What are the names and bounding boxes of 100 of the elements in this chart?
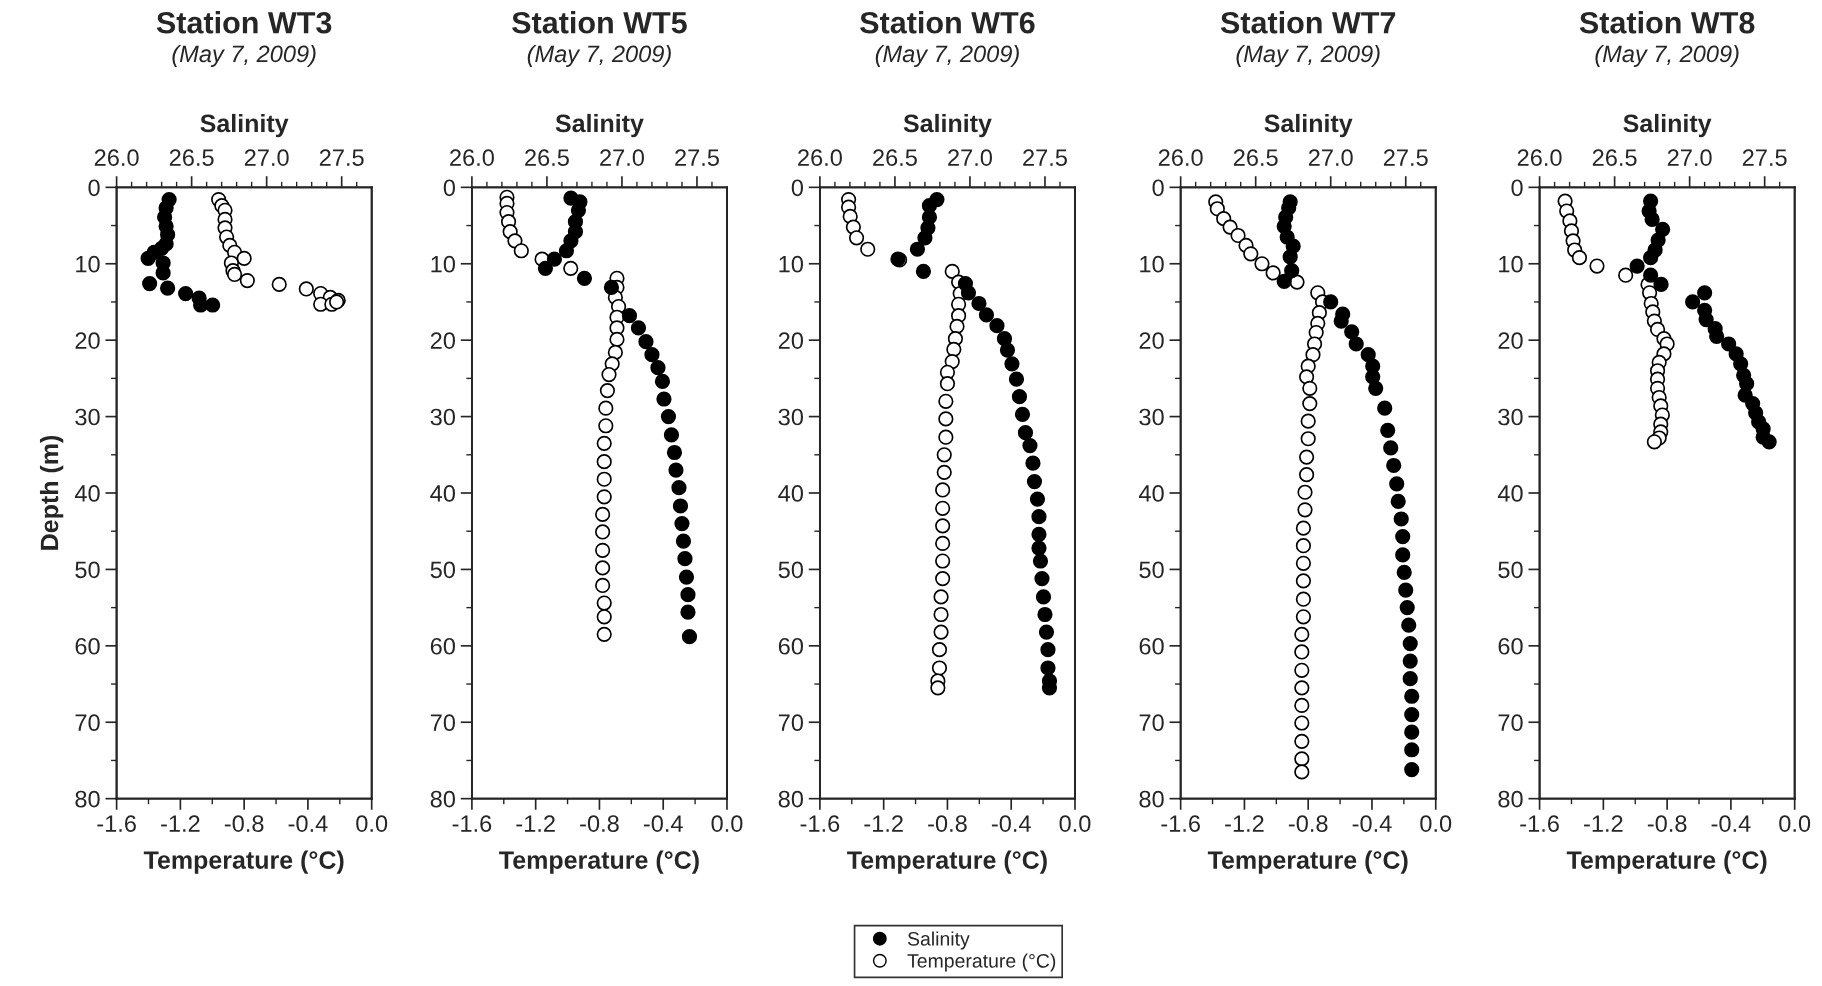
y-tick-label: 10 <box>1499 255 1523 273</box>
y-tick-label: 70 <box>1139 714 1164 732</box>
x-tick-label: 0.0 <box>1779 815 1811 832</box>
y-tick-label: 20 <box>430 332 455 349</box>
x2-tick-label: 26.5 <box>525 149 569 167</box>
y-tick-label: 10 <box>431 255 455 273</box>
y-tick-label: 20 <box>778 332 804 349</box>
y-tick-label: 30 <box>1139 408 1164 426</box>
x2-tick-label: 27.5 <box>1023 149 1067 167</box>
x2-tick-label: 26.5 <box>873 149 917 167</box>
chart-title: Station WT3 <box>156 11 332 34</box>
x2-tick-label: 26.0 <box>450 149 494 167</box>
y-tick-label: 50 <box>778 561 804 579</box>
y-tick-label: 80 <box>430 790 455 808</box>
x2-axis-title: Salinity <box>1264 113 1353 138</box>
x-tick-label: -1.2 <box>1584 815 1623 832</box>
y-tick-label: 60 <box>778 637 804 655</box>
y-tick-label: 50 <box>75 561 100 579</box>
y-tick-label: 50 <box>430 561 455 579</box>
y-tick-label: 70 <box>75 714 100 732</box>
y-tick-label: 50 <box>1498 561 1523 579</box>
x2-tick-label: 27.0 <box>1308 149 1353 167</box>
x-tick-label: 0.0 <box>711 815 743 832</box>
x-tick-label: -0.8 <box>224 815 264 832</box>
y-tick-label: 60 <box>1498 637 1523 655</box>
x2-axis-title: Salinity <box>903 113 992 138</box>
x-tick-label: -0.4 <box>643 815 683 832</box>
y-tick-label: 80 <box>1139 790 1164 808</box>
y-tick-label: 60 <box>430 637 455 655</box>
x-axis-title: Temperature (°C) <box>499 850 699 874</box>
x-tick-label: -0.4 <box>1711 815 1751 832</box>
y-tick-label: 10 <box>779 255 804 273</box>
x-tick-label: -1.6 <box>452 815 492 832</box>
chart-title: Station WT6 <box>860 11 1035 34</box>
x-axis-title: Temperature (°C) <box>143 850 344 874</box>
x2-tick-label: 26.0 <box>798 149 842 167</box>
y-tick-label: 0 <box>791 179 804 197</box>
y-tick-label: 0 <box>1152 179 1164 197</box>
x-tick-label: -1.2 <box>1225 815 1264 832</box>
x-tick-label: -0.8 <box>928 815 967 832</box>
y-tick-label: 60 <box>75 637 100 655</box>
y-tick-label: 60 <box>1139 637 1164 655</box>
y-tick-label: 40 <box>1497 485 1523 502</box>
x2-axis-title: Salinity <box>200 113 289 138</box>
x-tick-label: -1.2 <box>161 815 200 832</box>
x2-axis-title: Salinity <box>1623 113 1712 138</box>
x-tick-label: -0.4 <box>288 815 328 832</box>
legend-label: Temperature (°C) <box>907 953 1056 972</box>
y-tick-label: 20 <box>1498 332 1523 349</box>
y-tick-label: 40 <box>74 485 100 502</box>
x-tick-label: 0.0 <box>356 815 388 832</box>
x-axis-title: Temperature (°C) <box>847 850 1047 874</box>
y-tick-label: 50 <box>1139 561 1164 579</box>
x-tick-label: -1.2 <box>864 815 903 832</box>
y-tick-label: 0 <box>1511 179 1523 197</box>
x2-tick-label: 27.0 <box>600 149 644 167</box>
x2-tick-label: 27.0 <box>1667 149 1712 167</box>
y-tick-label: 0 <box>443 179 455 197</box>
x-axis-title: Temperature (°C) <box>1207 850 1408 874</box>
x-tick-label: -1.6 <box>97 815 136 832</box>
chart-subtitle: (May 7, 2009) <box>1236 44 1380 67</box>
chart-title: Station WT8 <box>1579 11 1755 34</box>
x-tick-label: -0.8 <box>580 815 619 832</box>
x2-tick-label: 26.0 <box>94 149 139 167</box>
y-tick-label: 30 <box>778 408 804 426</box>
y-tick-label: 40 <box>430 485 455 502</box>
x-tick-label: -0.4 <box>1352 815 1392 832</box>
y-tick-label: 40 <box>1138 485 1164 502</box>
x2-tick-label: 27.0 <box>948 149 992 167</box>
x-tick-label: -0.8 <box>1647 815 1687 832</box>
x2-tick-label: 27.5 <box>1383 149 1428 167</box>
x2-tick-label: 26.5 <box>1233 149 1278 167</box>
x-tick-label: -1.6 <box>1161 815 1200 832</box>
chart-subtitle: (May 7, 2009) <box>527 44 671 67</box>
x2-tick-label: 27.5 <box>1742 149 1787 167</box>
y-tick-label: 0 <box>88 179 100 197</box>
y-tick-label: 80 <box>1498 790 1523 808</box>
x-tick-label: -1.6 <box>800 815 840 832</box>
x2-tick-label: 27.5 <box>319 149 364 167</box>
x2-axis-title: Salinity <box>555 113 644 138</box>
y-tick-label: 30 <box>1498 408 1523 426</box>
y-tick-label: 80 <box>778 790 804 808</box>
chart-title: Station WT7 <box>1220 11 1396 34</box>
chart-subtitle: (May 7, 2009) <box>172 44 316 67</box>
y-tick-label: 70 <box>430 714 455 732</box>
y-axis-title: Depth (m) <box>39 435 64 550</box>
x-tick-label: 0.0 <box>1059 815 1091 832</box>
y-tick-label: 10 <box>76 255 100 273</box>
x2-tick-label: 26.0 <box>1517 149 1562 167</box>
x-tick-label: 0.0 <box>1420 815 1452 832</box>
x-tick-label: -0.8 <box>1288 815 1328 832</box>
x-axis-title: Temperature (°C) <box>1566 850 1767 874</box>
y-tick-label: 20 <box>1139 332 1164 349</box>
y-tick-label: 40 <box>778 485 804 502</box>
x2-tick-label: 27.0 <box>244 149 289 167</box>
y-tick-label: 30 <box>430 408 455 426</box>
x-tick-label: -0.4 <box>991 815 1031 832</box>
x2-tick-label: 26.0 <box>1158 149 1203 167</box>
chart-subtitle: (May 7, 2009) <box>1595 44 1739 67</box>
y-tick-label: 20 <box>75 332 100 349</box>
